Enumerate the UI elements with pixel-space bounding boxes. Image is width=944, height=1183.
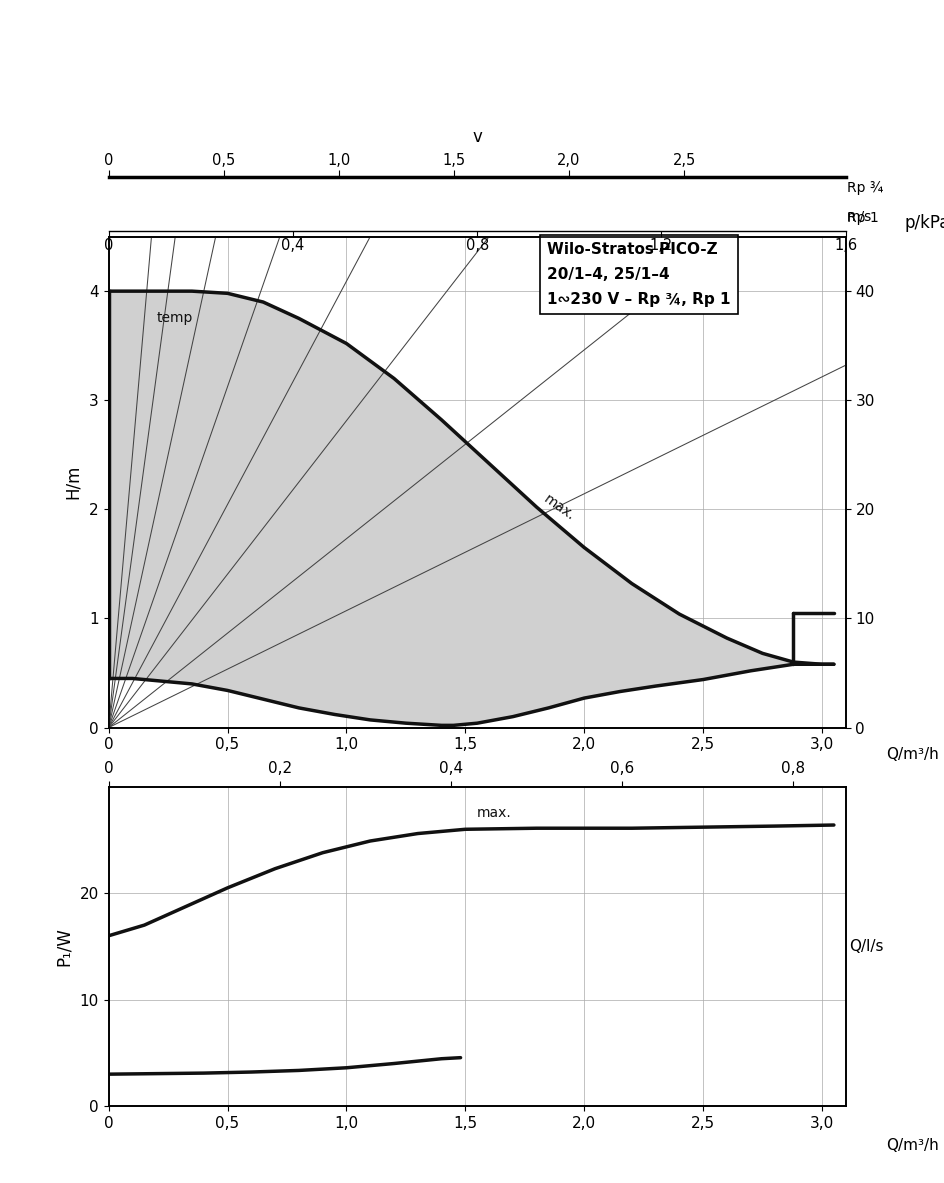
- Text: Wilo-Stratos PICO-Z
20/1–4, 25/1–4
1∾230 V – Rp ¾, Rp 1: Wilo-Stratos PICO-Z 20/1–4, 25/1–4 1∾230…: [547, 241, 730, 306]
- Text: Rp ¾: Rp ¾: [847, 181, 883, 195]
- Text: Rp 1: Rp 1: [847, 211, 878, 225]
- Text: m/s: m/s: [847, 209, 871, 224]
- Y-axis label: P₁/W: P₁/W: [55, 927, 73, 965]
- Text: Q/m³/h: Q/m³/h: [885, 748, 938, 762]
- Text: p/kPa: p/kPa: [903, 214, 944, 232]
- Text: max.: max.: [477, 806, 512, 820]
- Text: Q/l/s: Q/l/s: [849, 939, 883, 953]
- Y-axis label: H/m: H/m: [64, 465, 82, 499]
- Text: temp: temp: [156, 311, 193, 324]
- Polygon shape: [109, 291, 833, 725]
- Text: v: v: [472, 128, 481, 147]
- Text: max.: max.: [541, 492, 578, 523]
- Text: Q/m³/h: Q/m³/h: [885, 1138, 938, 1153]
